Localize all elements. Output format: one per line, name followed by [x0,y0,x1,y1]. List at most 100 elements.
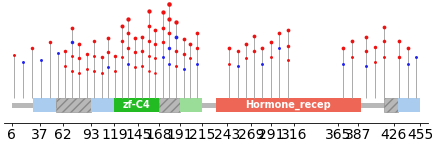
Point [125,17,132,20]
Point [250,50,257,52]
Point [194,62,201,65]
Point [187,57,194,60]
Bar [33,98,56,112]
Point [404,62,411,65]
Point [131,51,138,53]
Point [146,54,152,57]
Point [180,68,187,70]
Point [276,47,283,50]
Point [362,35,369,38]
Point [165,3,172,6]
Point [285,29,292,32]
Point [91,70,98,72]
Point [152,28,159,31]
Point [112,70,119,72]
Point [152,43,159,45]
Point [396,55,403,58]
Point [159,11,166,14]
Point [11,53,18,56]
Point [84,53,91,55]
Point [258,62,265,65]
Point [159,55,166,58]
Point [28,47,35,50]
Point [268,55,275,58]
Point [165,17,172,20]
Bar [397,98,420,112]
Point [362,65,369,68]
Point [146,70,152,72]
Point [235,50,242,52]
Point [226,62,233,65]
Point [165,62,172,65]
Point [258,47,265,50]
Bar [12,103,420,108]
Point [98,56,105,59]
Point [118,55,125,58]
Point [362,50,369,52]
Text: Hormone_recep: Hormone_recep [245,100,331,110]
Point [173,65,180,68]
Point [165,47,172,50]
Point [173,35,180,38]
Point [91,54,98,57]
Point [131,36,138,39]
Bar [91,98,114,112]
Point [173,21,180,24]
Point [226,47,233,50]
Point [372,61,378,63]
Point [276,32,283,34]
Point [68,54,75,57]
Point [68,70,75,72]
Point [349,40,356,42]
Point [165,32,172,34]
Point [250,35,257,37]
Point [152,57,159,60]
Point [54,52,61,54]
Point [125,47,132,50]
Point [194,47,201,50]
Point [68,41,75,43]
Bar [180,98,202,112]
Point [125,32,132,34]
Point [396,40,403,42]
Point [146,25,152,27]
Point [105,36,111,39]
Point [138,35,145,38]
Point [37,59,44,61]
Point [152,71,159,74]
Point [91,40,98,42]
Point [340,47,346,50]
Point [131,66,138,69]
Point [159,26,166,29]
Point [112,54,119,57]
Point [268,41,275,43]
Point [173,50,180,52]
Point [138,50,145,52]
Point [187,43,194,45]
Point [159,41,166,43]
Point [76,57,83,60]
Point [413,55,419,58]
Point [381,55,388,58]
Point [242,43,249,45]
Point [19,61,26,63]
Point [285,45,292,47]
Point [138,65,145,68]
Point [285,59,292,61]
Point [62,50,69,52]
Bar [159,98,180,112]
Point [146,10,152,13]
Bar [114,98,159,112]
Point [180,53,187,55]
Point [381,40,388,42]
Point [242,57,249,60]
Point [62,65,69,68]
Point [68,26,75,29]
Point [235,65,242,68]
Point [146,40,152,42]
Point [125,62,132,65]
Point [105,66,111,69]
Point [118,40,125,42]
Point [46,41,53,43]
Point [349,55,356,58]
